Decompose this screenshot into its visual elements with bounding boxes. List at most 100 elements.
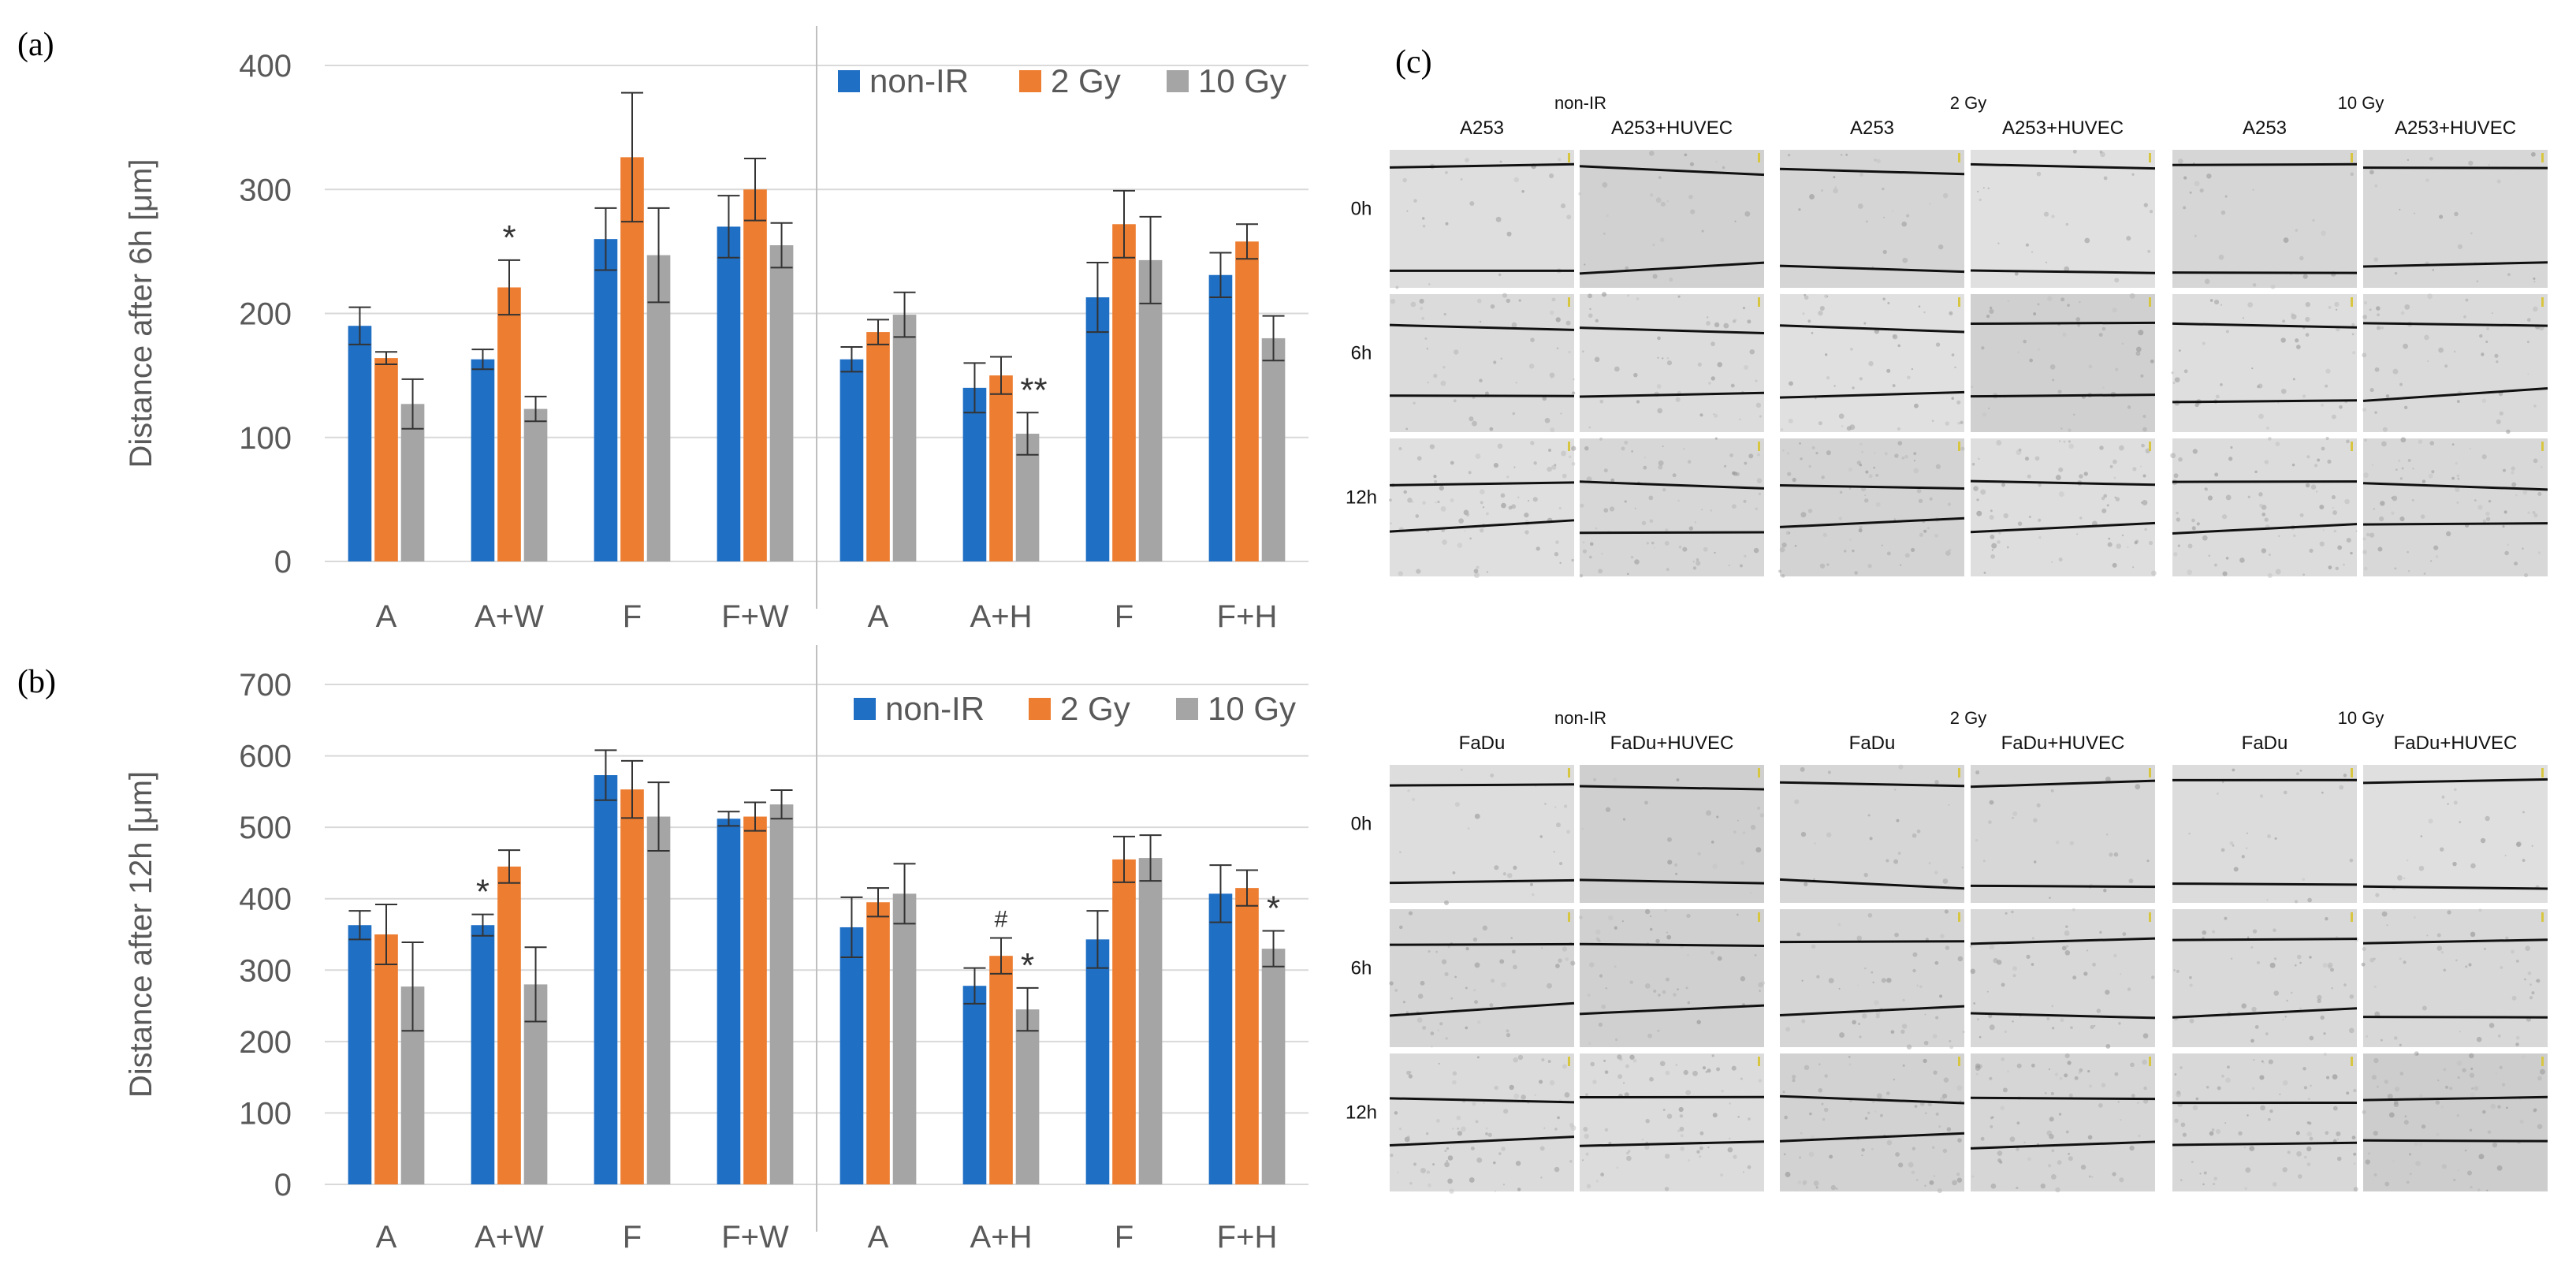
cell-speck bbox=[1510, 937, 1513, 939]
cell-speck bbox=[1465, 1027, 1468, 1030]
cell-speck bbox=[1826, 450, 1831, 455]
cell-speck bbox=[1897, 427, 1900, 431]
cell-speck bbox=[2247, 302, 2253, 308]
cell-speck bbox=[1524, 530, 1528, 534]
cell-speck bbox=[1988, 820, 1992, 824]
cell-speck bbox=[2269, 1109, 2273, 1113]
cell-speck bbox=[2102, 327, 2106, 331]
cell-speck bbox=[1667, 1113, 1673, 1119]
cell-speck bbox=[1415, 514, 1419, 518]
cell-speck bbox=[2422, 1006, 2427, 1011]
cell-speck bbox=[1578, 192, 1581, 196]
cell-speck bbox=[2477, 1188, 2481, 1191]
cell-speck bbox=[1447, 1179, 1453, 1184]
cell-speck bbox=[2331, 987, 2333, 990]
cell-speck bbox=[1874, 452, 1876, 454]
cell-speck bbox=[2232, 769, 2235, 772]
cell-speck bbox=[2059, 440, 2060, 442]
cell-speck bbox=[1480, 321, 1481, 323]
cell-speck bbox=[2457, 1114, 2459, 1117]
cell-speck bbox=[2244, 1147, 2246, 1148]
cell-speck bbox=[2309, 1036, 2314, 1041]
cell-speck bbox=[1750, 892, 1751, 893]
cell-speck bbox=[1721, 1090, 1723, 1092]
cell-speck bbox=[1876, 502, 1881, 507]
cell-speck bbox=[2060, 1077, 2063, 1080]
cell-speck bbox=[2225, 196, 2228, 198]
cell-speck bbox=[1657, 337, 1661, 341]
cell-speck bbox=[2122, 343, 2124, 345]
y-tick-label: 200 bbox=[239, 1025, 292, 1060]
cell-speck bbox=[1729, 1138, 1730, 1139]
cell-speck bbox=[2250, 1039, 2254, 1043]
scale-mark bbox=[2541, 912, 2544, 922]
cell-speck bbox=[2176, 512, 2178, 514]
cell-speck bbox=[2038, 519, 2041, 522]
cell-speck bbox=[1600, 1173, 1604, 1176]
cell-speck bbox=[2092, 963, 2096, 967]
cell-speck bbox=[1686, 914, 1690, 918]
cell-speck bbox=[1680, 1147, 1684, 1151]
cell-speck bbox=[2052, 378, 2054, 381]
cell-speck bbox=[1916, 1179, 1919, 1181]
cell-speck bbox=[1433, 374, 1437, 378]
column-label: FaDu bbox=[1849, 733, 1896, 754]
cell-speck bbox=[1699, 1155, 1701, 1158]
cell-speck bbox=[1399, 851, 1402, 853]
cell-speck bbox=[2496, 419, 2501, 424]
cell-speck bbox=[1416, 569, 1420, 574]
cell-speck bbox=[1509, 1085, 1514, 1090]
cell-speck bbox=[1533, 497, 1538, 502]
cell-speck bbox=[2459, 1031, 2461, 1032]
cell-speck bbox=[1902, 457, 1905, 460]
cell-speck bbox=[2366, 1159, 2370, 1164]
cell-speck bbox=[2457, 400, 2460, 403]
cell-speck bbox=[1729, 565, 1730, 566]
cell-speck bbox=[2212, 1128, 2215, 1132]
cell-speck bbox=[2426, 934, 2428, 936]
cell-speck bbox=[1841, 425, 1844, 427]
scale-mark bbox=[2149, 297, 2151, 307]
cell-speck bbox=[1711, 341, 1715, 346]
cell-speck bbox=[1917, 489, 1922, 494]
cell-speck bbox=[2484, 948, 2486, 950]
column-label: FaDu+HUVEC bbox=[2394, 733, 2518, 754]
cell-speck bbox=[1596, 938, 1600, 942]
cell-speck bbox=[1905, 553, 1910, 557]
cell-speck bbox=[2351, 323, 2355, 326]
cell-speck bbox=[1699, 413, 1703, 416]
cell-speck bbox=[1643, 466, 1647, 470]
column-label: FaDu bbox=[1459, 733, 1506, 754]
cell-speck bbox=[1665, 1154, 1670, 1158]
cell-speck bbox=[1893, 334, 1896, 337]
cell-speck bbox=[1676, 1064, 1677, 1065]
cell-speck bbox=[2353, 1153, 2356, 1156]
cell-speck bbox=[1675, 873, 1677, 875]
cell-speck bbox=[2016, 1147, 2019, 1150]
cell-speck bbox=[2442, 1164, 2447, 1169]
cell-speck bbox=[2349, 859, 2353, 863]
cell-speck bbox=[2247, 1114, 2249, 1117]
cell-speck bbox=[1439, 1022, 1442, 1025]
cell-speck bbox=[1669, 278, 1673, 282]
cell-speck bbox=[1732, 504, 1737, 509]
cell-speck bbox=[1627, 573, 1629, 576]
wound-edge-line bbox=[2172, 164, 2357, 165]
bar-2-gy bbox=[1235, 888, 1259, 1184]
cell-speck bbox=[1798, 1180, 1802, 1184]
cell-speck bbox=[1903, 1065, 1905, 1067]
micrograph-image bbox=[2172, 1053, 2357, 1191]
scale-mark bbox=[1958, 153, 1960, 162]
cell-speck bbox=[1711, 376, 1715, 380]
cell-speck bbox=[1503, 1109, 1508, 1113]
cell-speck bbox=[2067, 1061, 2071, 1065]
cell-speck bbox=[2383, 427, 2388, 432]
cell-speck bbox=[1754, 548, 1759, 553]
cell-speck bbox=[2375, 367, 2380, 372]
cell-speck bbox=[1398, 447, 1402, 450]
cell-speck bbox=[1868, 361, 1873, 366]
cell-speck bbox=[2375, 893, 2379, 897]
cell-speck bbox=[1800, 767, 1805, 772]
cell-speck bbox=[1812, 446, 1815, 449]
cell-speck bbox=[1795, 545, 1797, 547]
